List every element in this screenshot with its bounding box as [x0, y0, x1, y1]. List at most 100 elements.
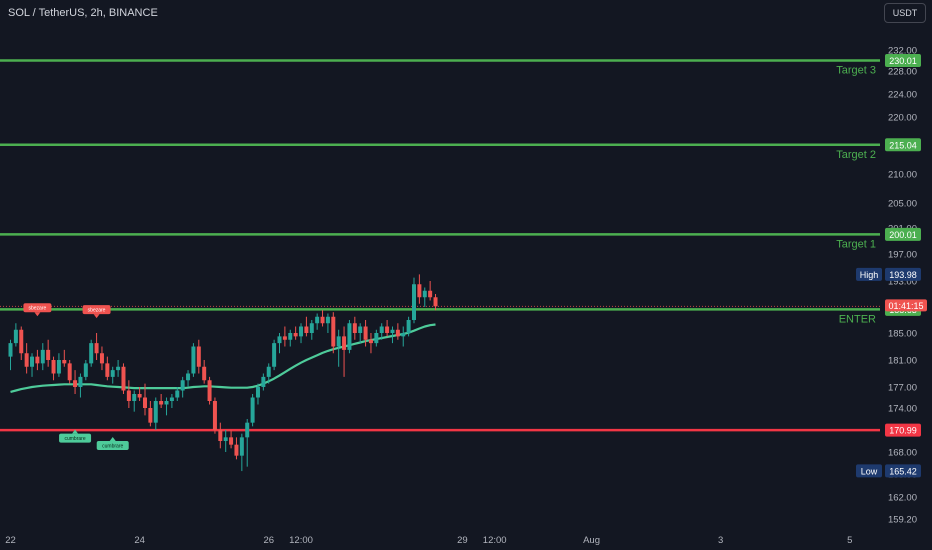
candle-body	[73, 380, 78, 387]
candle-body	[358, 326, 363, 333]
candle	[202, 360, 207, 384]
candle-body	[229, 437, 234, 445]
x-tick-label: 26	[263, 535, 274, 546]
candle-body	[368, 339, 373, 344]
price-badge	[885, 53, 921, 67]
low-value: 165.42	[889, 466, 917, 476]
candle	[401, 326, 406, 347]
x-tick-label: 3	[718, 535, 723, 546]
candle-body	[395, 329, 400, 337]
candle-body	[56, 360, 61, 374]
candle-body	[175, 390, 180, 398]
candle	[282, 326, 287, 347]
high-value: 193.98	[889, 270, 917, 280]
signal-label: sbezare	[88, 308, 106, 314]
y-tick-label: 185.00	[888, 329, 917, 340]
y-tick-label: 224.00	[888, 90, 917, 101]
x-tick-label: 12:00	[483, 535, 507, 546]
candle-body	[401, 333, 406, 337]
candle-body	[406, 320, 411, 333]
candle	[320, 310, 325, 327]
candle-body	[245, 422, 250, 438]
candle	[352, 316, 357, 340]
candle	[126, 380, 131, 408]
y-tick-label: 181.00	[888, 356, 917, 367]
candle-body	[299, 326, 304, 337]
countdown-value: 01:41:15	[888, 301, 923, 311]
candle-body	[110, 370, 115, 377]
candle	[148, 401, 153, 427]
candle-body	[374, 333, 379, 344]
candle	[132, 390, 137, 412]
x-tick-label: 29	[457, 535, 468, 546]
signal-markers: sbezare cumbrare sbezare cumbrare	[23, 303, 129, 450]
candle	[255, 383, 260, 405]
x-tick-label: 12:00	[289, 535, 313, 546]
signal-pointer	[109, 437, 116, 441]
candle-body	[148, 408, 153, 423]
candle-body	[62, 360, 67, 364]
candle-body	[153, 401, 158, 423]
candle	[422, 287, 427, 307]
candle	[143, 383, 147, 416]
candle	[212, 397, 217, 434]
candle-body	[363, 326, 368, 340]
candle-body	[164, 401, 169, 405]
y-tick-label: 177.00	[888, 383, 917, 394]
candle	[309, 320, 314, 340]
candle	[56, 353, 61, 377]
candle-body	[78, 376, 83, 387]
y-tick-label: 197.00	[888, 250, 917, 261]
candle-body	[320, 316, 325, 324]
candle	[266, 363, 271, 384]
candle-body	[143, 397, 147, 408]
currency-button[interactable]: USDT	[884, 3, 926, 23]
candle	[94, 333, 99, 360]
x-tick-label: 5	[847, 535, 852, 546]
candle	[121, 363, 126, 394]
candle-body	[35, 356, 40, 364]
candle	[277, 333, 282, 354]
candle-body	[121, 366, 126, 391]
signal-label: cumbrare	[102, 444, 123, 450]
candle-body	[315, 316, 320, 324]
low-value-badge	[885, 464, 921, 478]
signal-label: cumbrare	[64, 436, 85, 442]
candle	[153, 397, 158, 430]
low-label: Low	[861, 466, 878, 476]
candle	[261, 373, 266, 391]
candle	[347, 320, 352, 354]
y-tick-label: 159.20	[888, 515, 917, 526]
price-badge-value: 200.01	[889, 230, 917, 240]
candle	[406, 316, 411, 337]
candle-body	[325, 316, 330, 324]
candle-body	[385, 326, 390, 333]
candle-body	[412, 284, 416, 320]
candle	[412, 277, 416, 324]
candle-body	[288, 333, 293, 340]
y-tick-label: 162.00	[888, 493, 917, 504]
price-badge-value: 170.99	[889, 426, 917, 436]
candle-body	[180, 380, 185, 391]
level-label: Target 2	[836, 149, 876, 161]
candle	[428, 281, 433, 301]
candle	[137, 387, 142, 401]
candle-body	[272, 343, 277, 367]
candle-body	[99, 353, 104, 364]
signal-pointer	[72, 429, 79, 434]
candle	[196, 339, 201, 374]
candle	[24, 343, 29, 374]
candle	[379, 323, 384, 340]
candle-body	[67, 363, 72, 381]
x-tick-label: Aug	[583, 535, 600, 546]
candle-body	[186, 373, 191, 381]
low-label-badge	[856, 464, 882, 478]
candle	[325, 313, 330, 333]
high-value-badge	[885, 267, 921, 281]
candle	[180, 376, 185, 398]
y-axis: 232.00228.00224.00220.00215.00210.00205.…	[888, 46, 917, 526]
candle-body	[304, 326, 309, 333]
candle	[51, 356, 56, 381]
candle	[40, 343, 45, 371]
